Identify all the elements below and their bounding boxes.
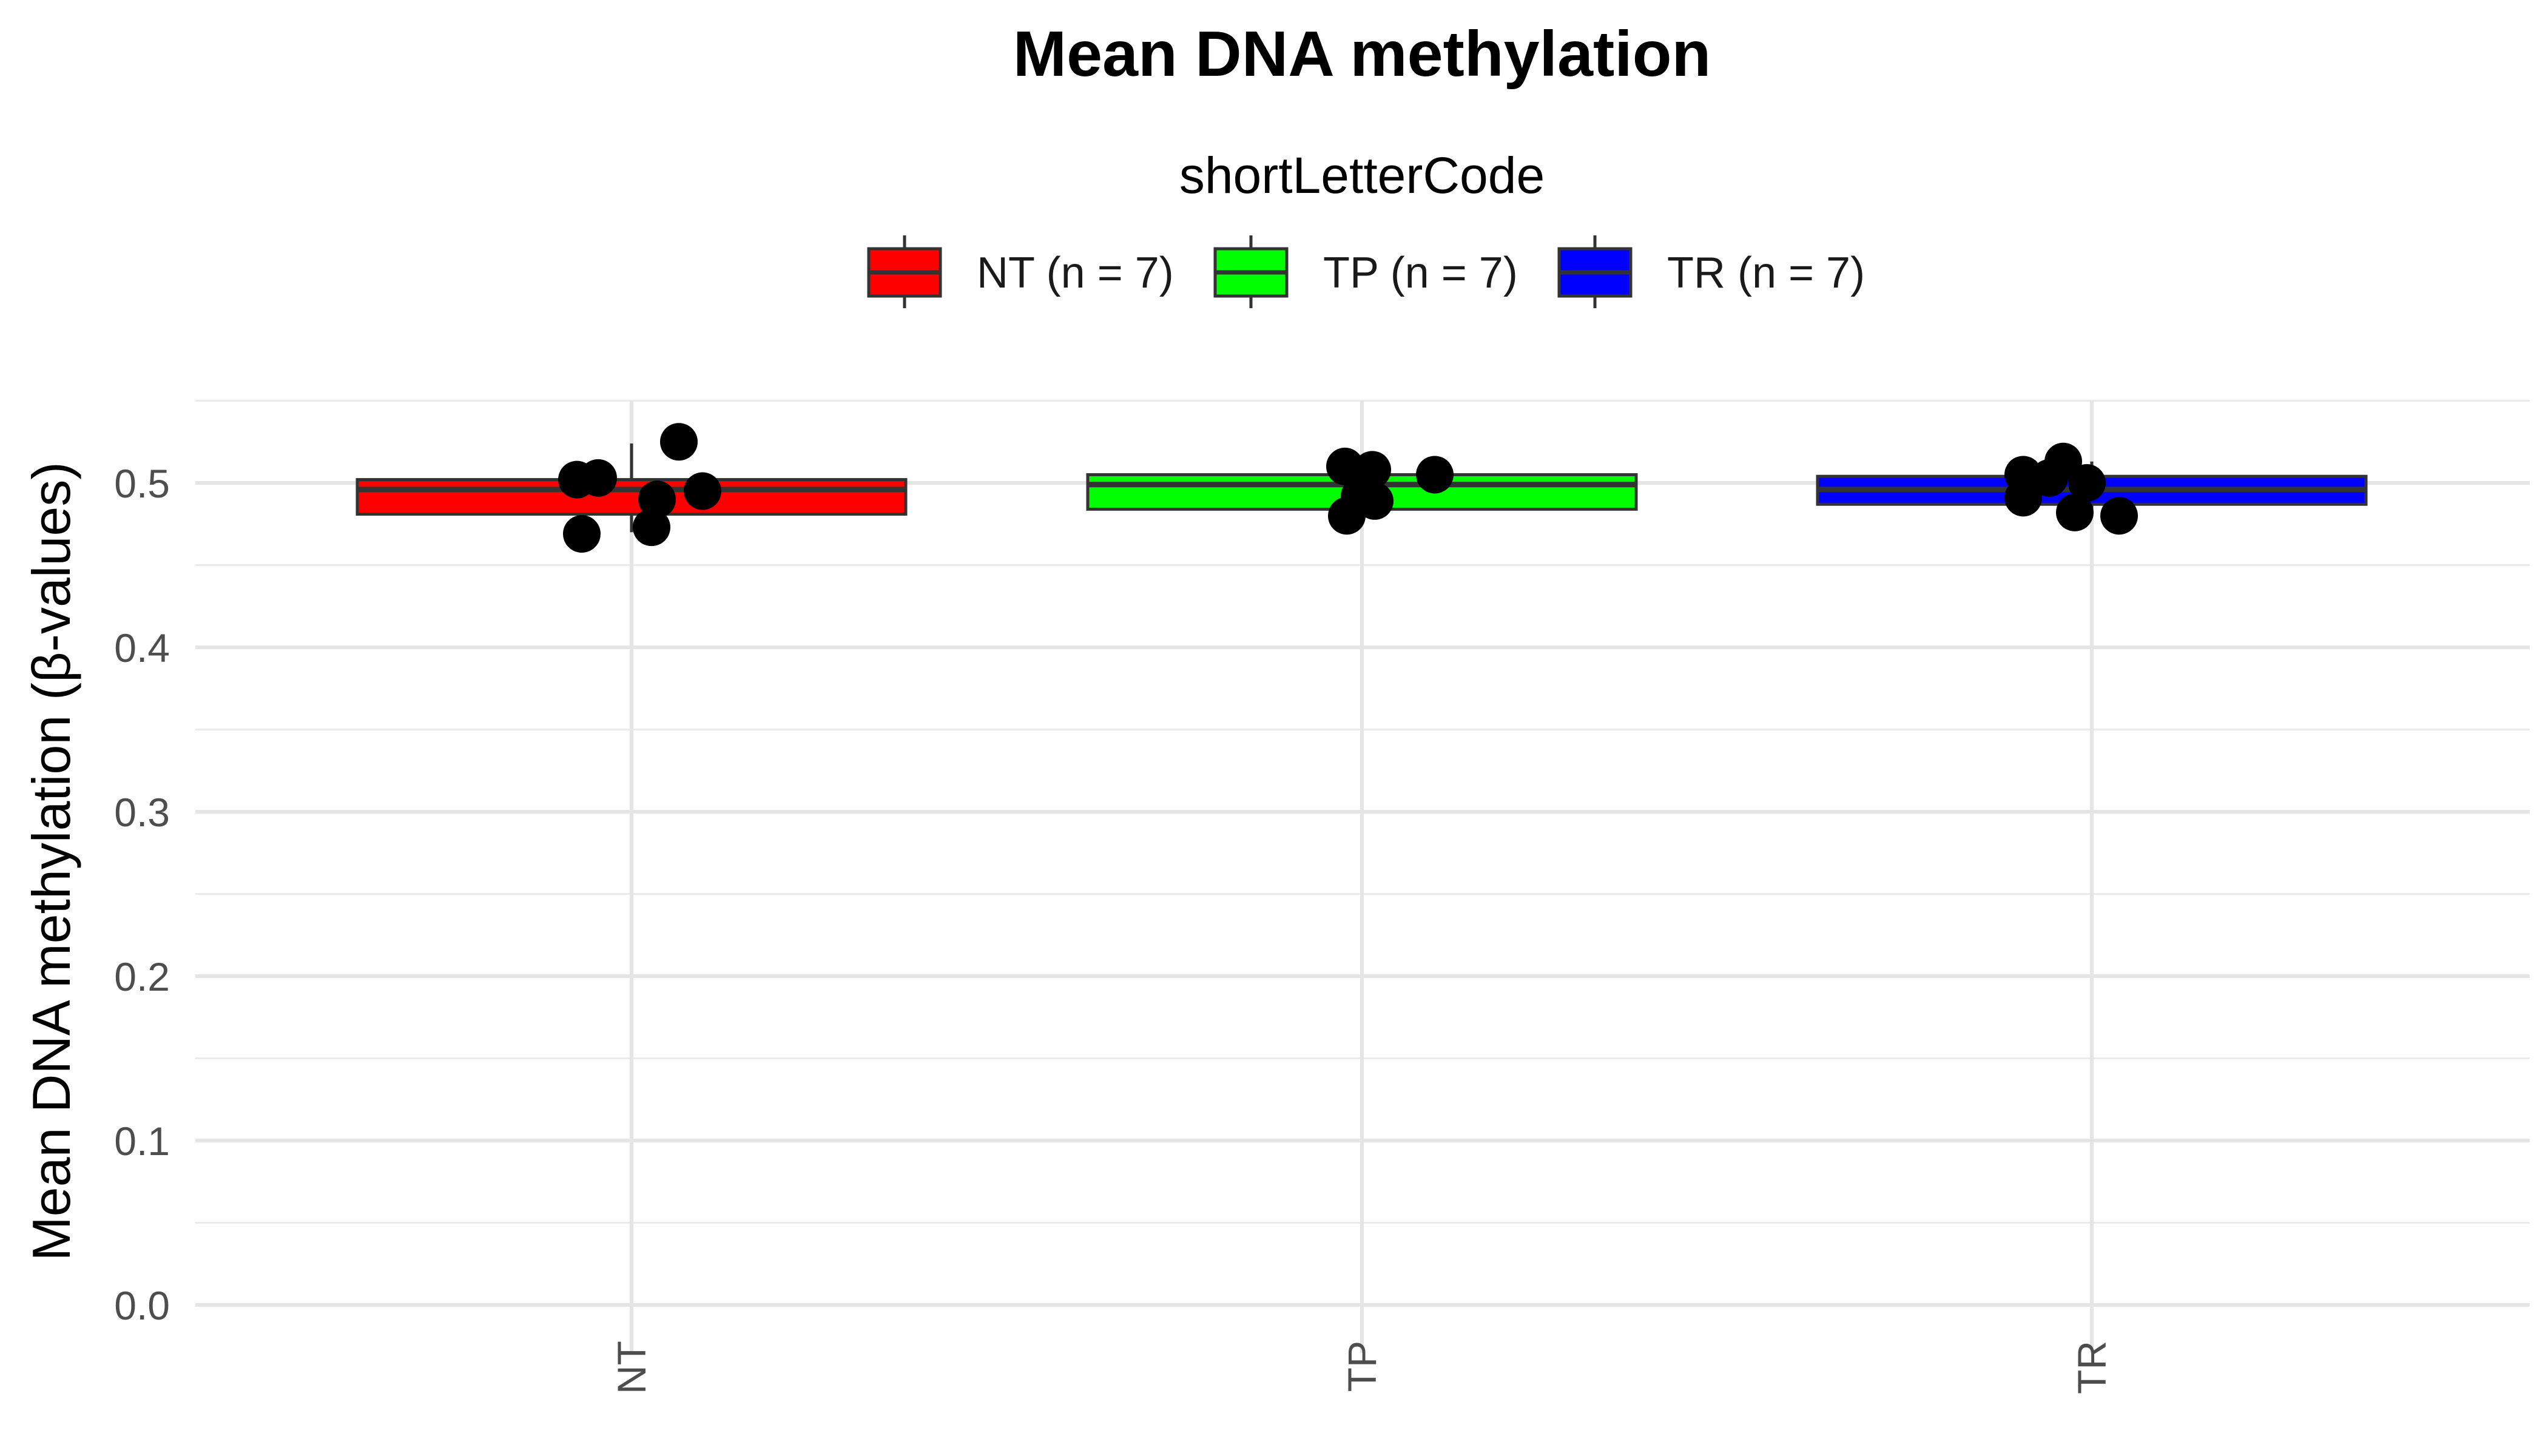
legend-title: shortLetterCode [1179, 147, 1545, 204]
data-point [633, 508, 670, 547]
chart-title: Mean DNA methylation [1013, 18, 1711, 90]
y-tick-label: 0.1 [114, 1119, 170, 1164]
y-tick-label: 0.2 [114, 954, 170, 999]
legend-label: TP (n = 7) [1323, 249, 1518, 297]
y-axis-label: Mean DNA methylation (β-values) [21, 462, 81, 1261]
data-point [579, 459, 617, 497]
data-points [558, 423, 2138, 553]
data-point [684, 472, 721, 510]
data-point [1416, 456, 1454, 494]
data-point [563, 515, 601, 553]
legend-label: NT (n = 7) [977, 249, 1174, 297]
legend-item-nt: NT (n = 7) [867, 235, 1174, 308]
y-tick-label: 0.3 [114, 790, 170, 835]
y-axis-ticks: 0.0 0.1 0.2 0.3 0.4 0.5 [114, 461, 170, 1328]
legend: NT (n = 7) TP (n = 7) TR (n = 7) [867, 235, 1865, 308]
box-nt [356, 443, 908, 533]
y-tick-label: 0.5 [114, 461, 170, 506]
data-point [660, 423, 698, 461]
data-point [2100, 497, 2138, 535]
major-gridlines [195, 400, 2530, 1353]
legend-item-tp: TP (n = 7) [1213, 235, 1518, 308]
x-axis-ticks: NT TP TR [609, 1341, 2114, 1394]
x-tick-label: TP [1340, 1341, 1384, 1392]
data-point [2056, 493, 2094, 531]
x-tick-label: NT [609, 1341, 654, 1394]
data-point [1341, 477, 1378, 515]
data-point [638, 480, 676, 519]
data-point [2068, 464, 2106, 502]
y-tick-label: 0.0 [114, 1283, 170, 1328]
y-tick-label: 0.4 [114, 625, 170, 670]
box-body [356, 478, 908, 516]
legend-label: TR (n = 7) [1667, 249, 1865, 297]
data-point [2004, 479, 2042, 517]
x-tick-label: TR [2069, 1341, 2114, 1394]
legend-item-tr: TR (n = 7) [1557, 235, 1865, 308]
